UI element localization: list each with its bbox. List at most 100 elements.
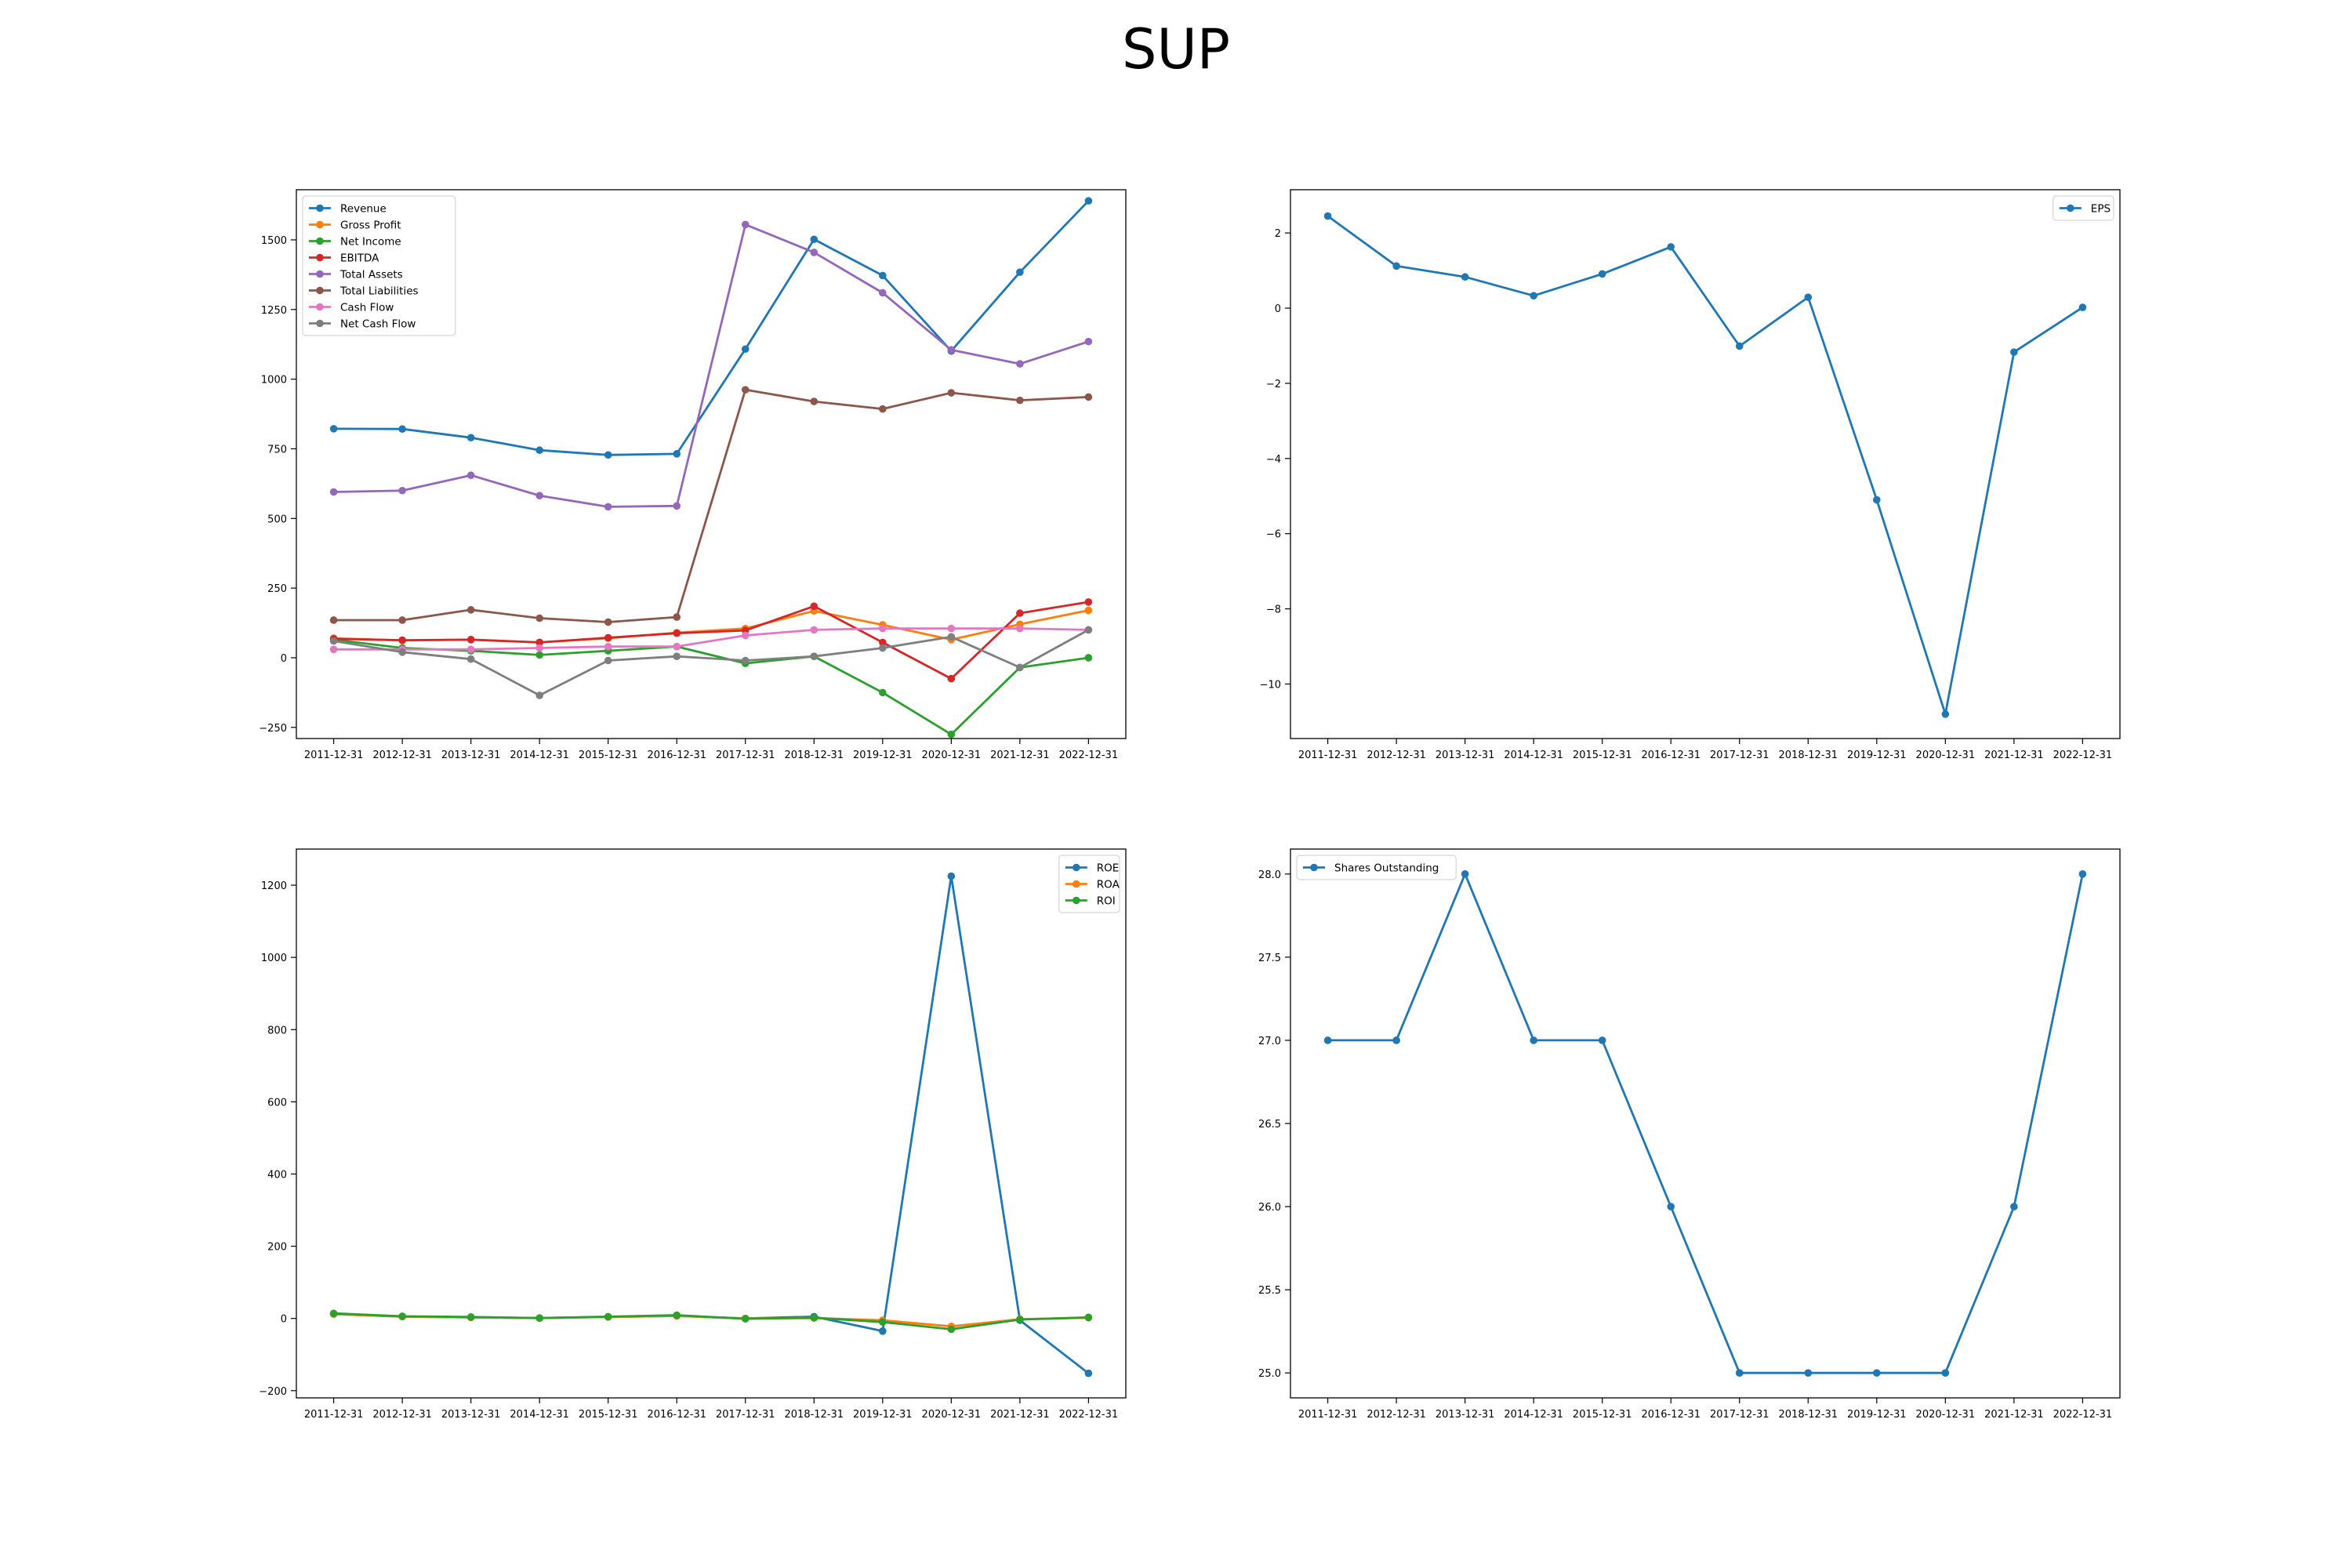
legend: EPS [2053, 195, 2114, 221]
data-point [947, 389, 956, 397]
data-point [1016, 360, 1024, 368]
legend: Revenue Gross Profit Net Income EBITDA Total… [302, 195, 456, 336]
x-tick-label: 2012-12-31 [372, 1409, 432, 1421]
data-point [879, 405, 887, 413]
x-tick-label: 2013-12-31 [1436, 1409, 1495, 1421]
series-roe [329, 872, 1093, 1377]
x-tick-label: 2017-12-31 [1710, 1409, 1769, 1421]
series-net-cash-flow [329, 626, 1093, 699]
x-tick-label: 2018-12-31 [785, 750, 844, 761]
series-line [333, 609, 1089, 644]
y-tick-label: −4 [1266, 454, 1281, 466]
x-tick-label: 2014-12-31 [510, 750, 569, 761]
legend-marker [316, 237, 324, 245]
data-point [1016, 624, 1024, 633]
y-tick-label: 25.0 [1258, 1368, 1281, 1380]
x-tick-label: 2017-12-31 [716, 1409, 775, 1421]
legend-marker [1073, 880, 1080, 888]
legend-box [1296, 855, 1457, 880]
series-line [333, 388, 1089, 623]
legend-label: Total Liabilities [339, 285, 419, 298]
data-point [741, 656, 750, 665]
data-point [535, 691, 543, 699]
y-tick-label: 26.0 [1258, 1202, 1281, 1214]
x-tick-label: 2015-12-31 [579, 750, 638, 761]
y-tick-label: 1000 [261, 375, 287, 387]
x-tick-label: 2016-12-31 [1641, 1409, 1700, 1421]
data-point [1735, 342, 1744, 350]
legend: Shares Outstanding [1296, 855, 1457, 880]
data-point [535, 644, 543, 652]
data-point [1016, 609, 1024, 617]
data-point [535, 446, 543, 455]
y-tick-label: 27.5 [1258, 953, 1281, 964]
data-point [604, 642, 612, 651]
legend-marker [1073, 896, 1080, 905]
data-point [947, 872, 956, 880]
legend-marker [2067, 204, 2074, 212]
x-tick-label: 2014-12-31 [510, 1409, 569, 1421]
legend-label: Cash Flow [340, 302, 394, 314]
x-tick-label: 2018-12-31 [785, 1409, 844, 1421]
data-point [741, 1315, 750, 1323]
legend-marker [316, 303, 324, 311]
data-point [1873, 1369, 1881, 1377]
chart-eps: −10 −8 −6 −4 −2 0 2 2011-12-31 2012-12-31 2013-12… [1260, 189, 2121, 761]
data-point [1530, 292, 1537, 300]
x-tick-label: 2011-12-31 [304, 1409, 364, 1421]
x-tick-label: 2019-12-31 [1847, 1409, 1907, 1421]
series-line [1327, 215, 2084, 716]
x-tick-label: 2015-12-31 [1573, 750, 1632, 761]
data-point [1323, 212, 1332, 220]
plot-frame [1290, 189, 2121, 739]
x-tick-label: 2019-12-31 [853, 1409, 913, 1421]
y-tick-label: −6 [1266, 529, 1281, 541]
data-point [741, 345, 750, 354]
data-point [879, 624, 887, 633]
series-line [333, 200, 1090, 456]
x-tick-label: 2020-12-31 [1916, 1409, 1976, 1421]
x-tick-label: 2019-12-31 [1847, 750, 1907, 761]
data-point [673, 652, 681, 660]
data-point [1735, 1369, 1744, 1377]
data-point [329, 637, 338, 645]
data-point [329, 645, 338, 654]
y-tick-label: 2 [1275, 228, 1281, 240]
x-tick-label: 2022-12-31 [1059, 750, 1119, 761]
data-point [810, 235, 818, 244]
data-point [329, 488, 338, 496]
data-point [1598, 1036, 1606, 1044]
legend-label: Gross Profit [340, 220, 401, 232]
series-total-assets [329, 220, 1093, 511]
y-tick-label: 250 [267, 583, 287, 595]
data-point [673, 642, 681, 651]
legend-label: ROE [1097, 862, 1120, 875]
x-tick-label: 2017-12-31 [716, 750, 775, 761]
legend-box [2053, 195, 2114, 221]
series-line [333, 1312, 1089, 1330]
legend-label: Shares Outstanding [1334, 862, 1439, 875]
data-point [329, 616, 338, 624]
plot-frame [296, 848, 1127, 1399]
data-point [1941, 1369, 1950, 1377]
data-point [466, 636, 475, 644]
data-point [1084, 598, 1093, 606]
chart-ratios: −200 0 200 400 600 800 1000 1200 2011-12-31 2012-… [259, 848, 1127, 1421]
x-tick-label: 2021-12-31 [1984, 1409, 2044, 1421]
chart-fin: −250 0 250 500 750 1000 1250 1500 2011-12-31 2012… [259, 189, 1127, 761]
y-tick-label: 28.0 [1258, 869, 1281, 881]
legend-label: EPS [2091, 203, 2111, 216]
legend-label: ROA [1097, 879, 1120, 891]
y-tick-label: 1200 [261, 880, 287, 892]
y-tick-label: 750 [267, 444, 287, 456]
data-point [2078, 303, 2087, 311]
data-point [741, 220, 750, 229]
x-tick-label: 2021-12-31 [990, 750, 1050, 761]
legend-marker [316, 270, 324, 278]
x-tick-label: 2018-12-31 [1779, 750, 1838, 761]
legend-marker [316, 286, 324, 295]
series-line [333, 223, 1089, 508]
x-tick-label: 2015-12-31 [1573, 1409, 1632, 1421]
data-point [810, 397, 818, 405]
x-tick-label: 2022-12-31 [2053, 1409, 2113, 1421]
